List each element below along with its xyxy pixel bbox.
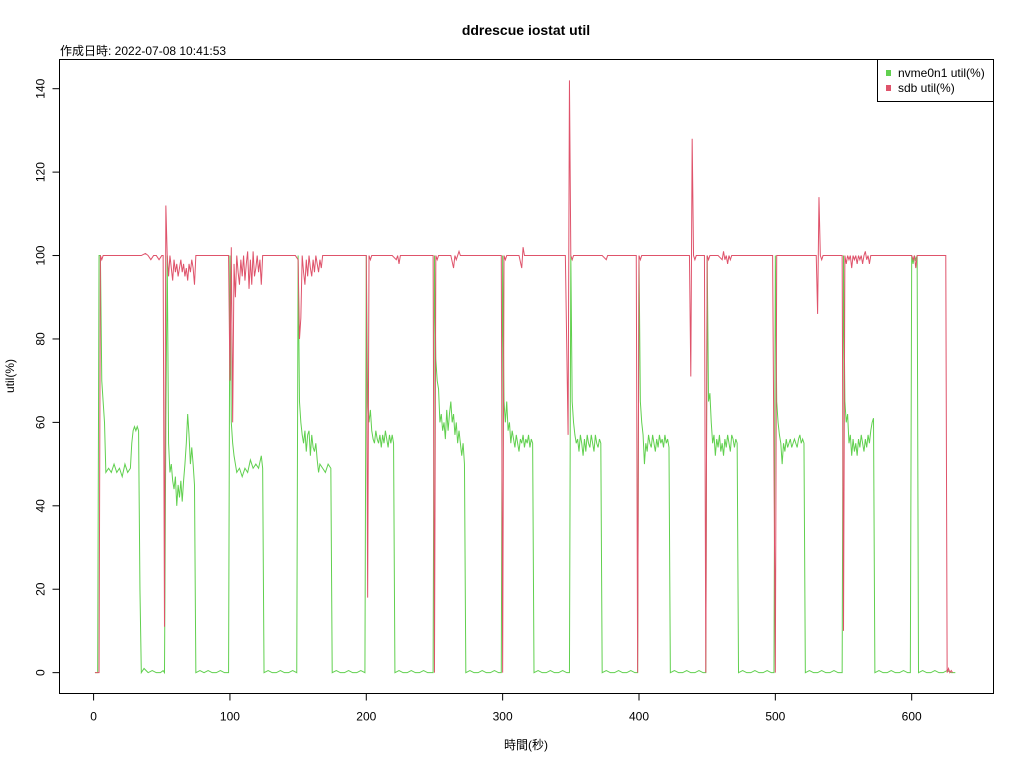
legend-label-sdb: sdb util(%) <box>898 81 955 95</box>
y-tick-label: 100 <box>34 245 48 265</box>
y-tick-label: 120 <box>34 162 48 182</box>
series-line-1 <box>94 80 954 674</box>
y-tick-label: 60 <box>34 415 48 429</box>
y-tick-label: 0 <box>34 669 48 676</box>
series-group <box>94 80 956 675</box>
x-tick-label: 200 <box>356 710 376 724</box>
y-tick-label: 20 <box>34 582 48 596</box>
legend-label-nvme0n1: nvme0n1 util(%) <box>898 66 985 80</box>
x-tick-label: 400 <box>629 710 649 724</box>
x-tick-label: 500 <box>765 710 785 724</box>
x-tick-label: 300 <box>493 710 513 724</box>
legend-swatch-nvme0n1 <box>886 70 891 76</box>
y-tick-label: 40 <box>34 499 48 513</box>
legend: nvme0n1 util(%) sdb util(%) <box>877 59 994 102</box>
y-axis: 0 20 40 60 80 100 120 140 <box>34 78 60 676</box>
x-tick-label: 100 <box>220 710 240 724</box>
x-axis-label: 時間(秒) <box>504 738 548 752</box>
y-axis-label: util(%) <box>3 359 17 393</box>
legend-swatch-sdb <box>886 85 891 91</box>
x-tick-label: 600 <box>902 710 922 724</box>
y-tick-label: 140 <box>34 78 48 98</box>
y-tick-label: 80 <box>34 332 48 346</box>
x-tick-label: 0 <box>90 710 97 724</box>
series-line-0 <box>94 255 956 675</box>
x-axis: 0 100 200 300 400 500 600 <box>90 693 922 724</box>
plot-frame <box>59 59 994 694</box>
legend-box <box>877 59 994 102</box>
chart-subtitle: 作成日時: 2022-07-08 10:41:53 <box>60 44 226 58</box>
chart-title: ddrescue iostat util <box>462 22 590 38</box>
